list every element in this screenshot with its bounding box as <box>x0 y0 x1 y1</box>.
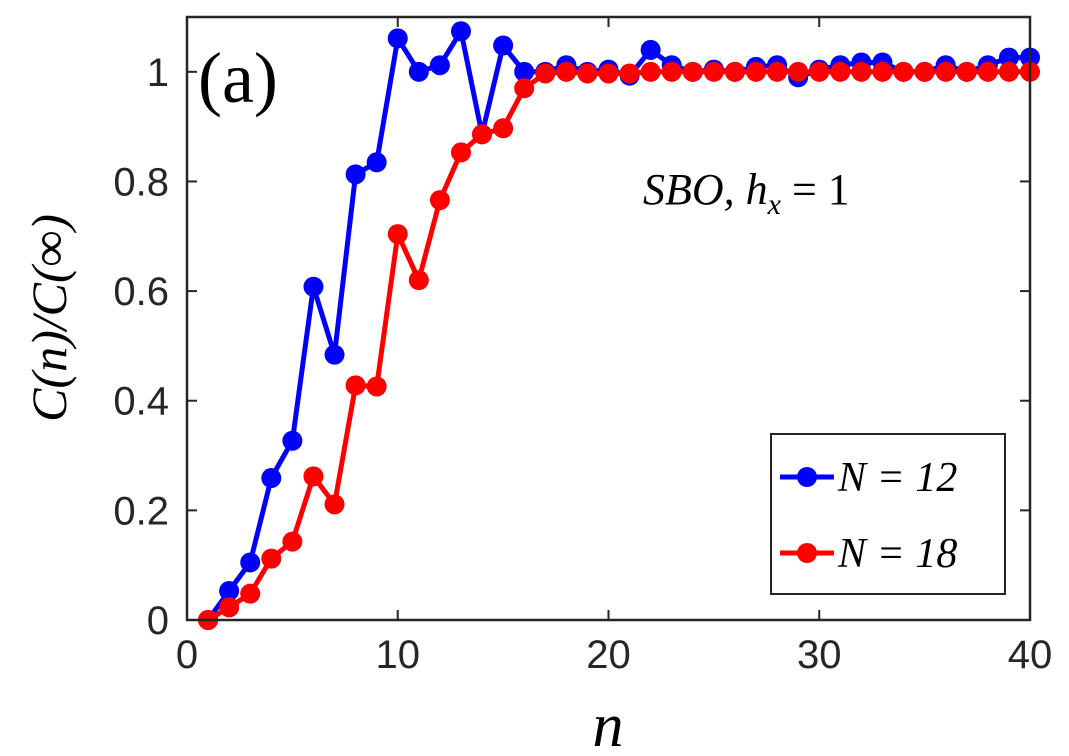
data-point <box>998 47 1019 68</box>
data-point <box>303 466 324 487</box>
data-point <box>598 63 619 84</box>
data-point <box>387 28 408 49</box>
data-point <box>514 78 535 99</box>
data-point <box>345 164 366 185</box>
data-point <box>682 61 703 82</box>
data-point <box>724 61 745 82</box>
legend-box <box>770 433 1006 595</box>
data-point <box>893 61 914 82</box>
x-tick-label: 10 <box>376 633 421 677</box>
data-point <box>450 142 471 163</box>
data-point <box>324 344 345 365</box>
legend: N = 12 N = 18 <box>770 433 1006 595</box>
data-point <box>788 61 809 82</box>
data-point <box>408 270 429 291</box>
x-axis-label: n <box>593 692 624 756</box>
data-point <box>429 190 450 211</box>
x-tick-label: 40 <box>1008 633 1053 677</box>
data-point <box>282 430 303 451</box>
data-point <box>703 61 724 82</box>
data-point <box>366 376 387 397</box>
data-point <box>514 61 535 82</box>
annotation-suffix: = 1 <box>781 165 850 214</box>
series-line <box>206 69 1030 623</box>
data-point <box>935 61 956 82</box>
data-point <box>261 468 282 489</box>
legend-label-n18: N = 18 <box>837 531 957 577</box>
x-tick-label: 20 <box>586 633 631 677</box>
series-n18 <box>198 61 1040 630</box>
data-point <box>472 124 493 145</box>
data-point <box>240 583 261 604</box>
data-point <box>851 61 872 82</box>
annotation: SBO, hx = 1 <box>643 165 850 221</box>
data-point <box>640 61 661 82</box>
panel-label: (a) <box>198 38 278 118</box>
data-point <box>429 55 450 76</box>
annotation-text: SBO, h <box>643 165 768 214</box>
y-tick-label: 0.6 <box>113 270 169 314</box>
data-point <box>998 61 1019 82</box>
y-tick-label: 0 <box>147 599 169 643</box>
data-point <box>408 61 429 82</box>
data-point <box>746 61 767 82</box>
data-point <box>535 63 556 84</box>
data-point <box>872 61 893 82</box>
data-point <box>345 375 366 396</box>
data-point <box>619 63 640 84</box>
x-tick-label: 0 <box>176 633 198 677</box>
legend-marker-n12 <box>797 467 817 487</box>
data-point <box>261 548 282 569</box>
legend-label-n12: N = 12 <box>837 455 957 501</box>
data-point <box>324 494 345 515</box>
y-tick-label: 0.8 <box>113 160 169 204</box>
data-point <box>387 224 408 245</box>
data-point <box>240 552 261 573</box>
data-point <box>219 597 240 618</box>
y-tick-label: 0.4 <box>113 380 169 424</box>
axes-box <box>185 15 1032 622</box>
legend-marker-n18 <box>797 543 817 563</box>
data-point <box>977 61 998 82</box>
series-layer <box>198 21 1040 630</box>
data-point <box>661 61 682 82</box>
data-point <box>219 580 240 601</box>
annotation-subscript: x <box>767 188 782 221</box>
tick-labels: 0 10 20 30 40 0 0.2 0.4 0.6 0.8 1 <box>113 51 1052 677</box>
y-tick-label: 0.2 <box>113 489 169 533</box>
data-point <box>366 152 387 173</box>
data-point <box>640 39 661 60</box>
y-axis-label: C(n)/C(∞) <box>21 214 77 422</box>
data-point <box>830 61 851 82</box>
data-point <box>303 276 324 297</box>
data-point <box>282 531 303 552</box>
data-point <box>577 63 598 84</box>
data-point <box>493 35 514 56</box>
data-point <box>767 61 788 82</box>
data-point <box>556 61 577 82</box>
data-point <box>809 61 830 82</box>
y-tick-label: 1 <box>147 51 169 95</box>
data-point <box>450 21 471 42</box>
data-point <box>493 118 514 139</box>
data-point <box>956 61 977 82</box>
data-point <box>914 61 935 82</box>
x-tick-label: 30 <box>797 633 842 677</box>
